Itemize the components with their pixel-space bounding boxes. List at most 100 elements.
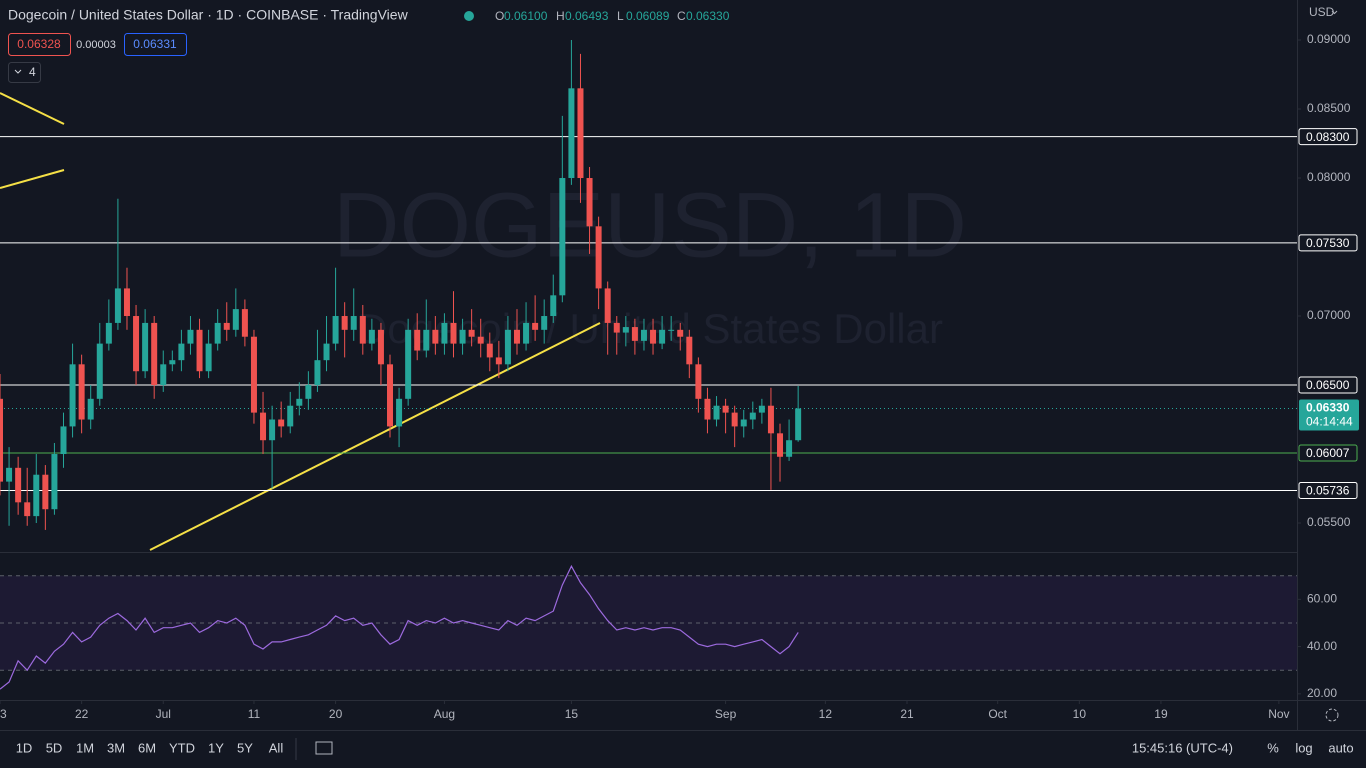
candle-body [550,295,557,317]
candle-body [160,364,167,386]
trend-line [0,92,65,125]
x-tick-label: 20 [329,707,343,721]
ask-price[interactable]: 0.06331 [133,37,177,51]
candle-body [60,426,67,455]
candle-body [786,440,793,457]
y-tick-label: 40.00 [1307,639,1337,653]
level-label-box [1298,234,1358,252]
candle-body [278,419,285,427]
ohlc-key: C [677,9,686,23]
candle-body [659,329,666,344]
level-label-box [1298,444,1358,462]
scale-option[interactable]: auto [1328,740,1353,755]
x-tick-label: Jul [156,707,171,721]
candle-body [468,329,475,337]
candle-body [105,322,112,344]
indicator-count[interactable]: 4 [29,65,36,79]
settings-icon[interactable] [1325,708,1339,722]
candle-body [6,467,13,482]
level-label: 0.06500 [1306,378,1350,392]
ohlc-key: H [556,9,565,23]
candle-body [740,419,747,427]
candle-body [686,336,693,365]
candle-body [722,405,729,413]
candle-body [441,322,448,344]
x-tick-label: Aug [434,707,455,721]
x-tick-label: 21 [900,707,914,721]
x-tick-label: Sep [715,707,737,721]
candle-body [650,329,657,344]
candle-body [577,88,584,179]
candle-body [114,288,121,323]
range-button[interactable]: 1D [16,740,33,755]
candle-body [704,398,711,420]
x-tick-label: 22 [75,707,89,721]
candle-body [241,309,248,337]
date-range-icon[interactable] [315,741,333,755]
range-button[interactable]: All [269,740,284,755]
trend-line [149,322,601,551]
status-dot [464,11,474,21]
chevron-icon[interactable] [1331,10,1338,15]
candle-body [396,398,403,427]
chevron-icon[interactable] [14,69,22,74]
candle-body [341,316,348,330]
range-button[interactable]: YTD [169,740,195,755]
y-tick-label: 0.08500 [1307,101,1351,115]
candle-body [523,322,530,344]
candle-body [668,329,675,331]
level-label-box [1298,481,1358,499]
scale-option[interactable]: % [1267,740,1279,755]
candle-body [795,408,802,441]
plot-area: DOGEUSD, 1D Dogecoin / United States Dol… [0,40,1297,690]
candle-body [541,316,548,330]
range-button[interactable]: 3M [107,740,125,755]
bottom-toolbar [295,708,1339,760]
spread: 0.00003 [76,39,116,51]
candle-body [368,329,375,344]
candle-body [767,405,774,434]
scale-option[interactable]: log [1295,740,1312,755]
candle-body [377,329,384,365]
level-label: 0.06007 [1306,446,1350,460]
level-label: 0.08300 [1306,130,1350,144]
candle-body [169,360,176,365]
candle-body [323,343,330,361]
range-button[interactable]: 1Y [208,740,224,755]
indicator-toggle[interactable] [8,62,41,83]
candle-body [622,327,629,333]
candle-body [532,322,539,330]
x-tick-label: 15 [565,707,579,721]
range-button[interactable]: 5Y [237,740,253,755]
axes [0,0,1366,731]
candle-body [260,412,267,441]
candle-body [296,398,303,406]
range-button[interactable]: 1M [76,740,94,755]
bid-price[interactable]: 0.06328 [17,37,61,51]
currency[interactable]: USD [1309,5,1335,19]
level-label: 0.05736 [1306,484,1350,498]
level-label-box [1298,376,1358,394]
y-tick-label: 0.07000 [1307,308,1351,322]
candle-body [758,405,765,413]
candle-body [314,360,321,386]
range-button[interactable]: 5D [46,740,63,755]
ohlc-key: O [495,9,504,23]
candle-body [414,329,421,351]
candle-body [33,474,40,517]
candle-body [568,88,575,179]
candle-body [42,474,49,510]
clock[interactable]: 15:45:16 (UTC-4) [1132,740,1233,755]
bid-box[interactable] [8,33,71,56]
ask-box[interactable] [124,33,187,56]
candle-body [713,405,720,420]
candle-body [78,364,85,420]
candle-body [142,322,149,372]
x-tick-label: 13 [0,707,7,721]
candle-body [559,178,566,296]
x-tick-label: 11 [248,707,261,721]
candle-body [405,329,412,399]
range-button[interactable]: 6M [138,740,156,755]
candle-body [359,316,366,344]
candle-body [613,322,620,333]
